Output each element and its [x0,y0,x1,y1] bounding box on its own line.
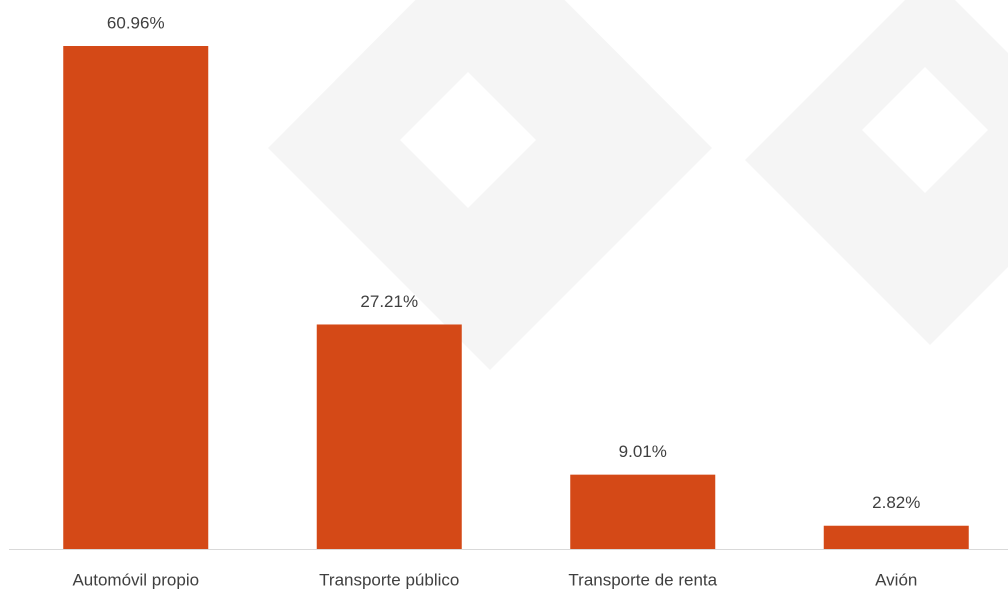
bar [316,324,462,549]
bar [570,474,716,549]
bar [63,46,209,549]
x-tick-label: Avión [875,570,917,589]
data-label: 2.82% [872,493,920,512]
data-label: 27.21% [360,292,418,311]
watermark [268,0,1008,370]
x-tick-label: Automóvil propio [72,570,199,589]
data-label: 9.01% [619,442,667,461]
data-label: 60.96% [107,13,165,32]
bar [823,525,969,549]
x-tick-label: Transporte público [319,570,459,589]
x-tick-label: Transporte de renta [568,570,717,589]
